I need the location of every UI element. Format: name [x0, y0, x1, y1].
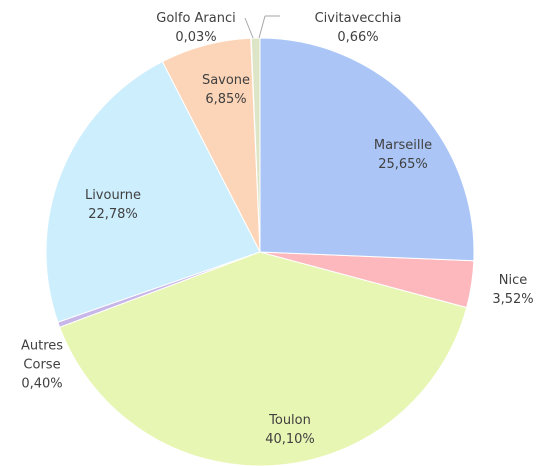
leader-line — [258, 15, 266, 39]
slice-label: Savone 6,85% — [202, 71, 250, 109]
category-label: Autres Corse — [20, 338, 64, 373]
value-label: 3,52% — [492, 292, 534, 307]
pie-slice — [45, 60, 261, 323]
category-label: Savone — [201, 73, 251, 88]
leader-line — [244, 17, 254, 39]
category-label: Toulon — [269, 413, 311, 428]
slice-label: Toulon 40,10% — [265, 411, 315, 449]
slice-label: Autres Corse 0,40% — [12, 337, 72, 394]
category-label: Livourne — [84, 188, 142, 203]
pie-slice — [259, 37, 475, 262]
value-label: 25,65% — [378, 157, 428, 172]
value-label: 6,85% — [205, 92, 247, 107]
value-label: 0,66% — [337, 30, 379, 45]
value-label: 0,40% — [21, 376, 63, 392]
slice-label: Marseille 25,65% — [374, 136, 432, 174]
category-label: Civitavecchia — [314, 11, 402, 26]
category-label: Marseille — [373, 138, 433, 153]
slice-label: Nice 3,52% — [492, 271, 533, 309]
value-label: 0,03% — [175, 30, 217, 45]
value-label: 22,78% — [88, 207, 138, 222]
slice-label: Golfo Aranci 0,03% — [156, 9, 236, 47]
category-label: Golfo Aranci — [156, 11, 236, 26]
slice-label: Civitavecchia 0,66% — [315, 9, 402, 47]
slice-label: Livourne 22,78% — [85, 186, 141, 224]
value-label: 40,10% — [265, 432, 315, 447]
category-label: Nice — [498, 273, 528, 288]
